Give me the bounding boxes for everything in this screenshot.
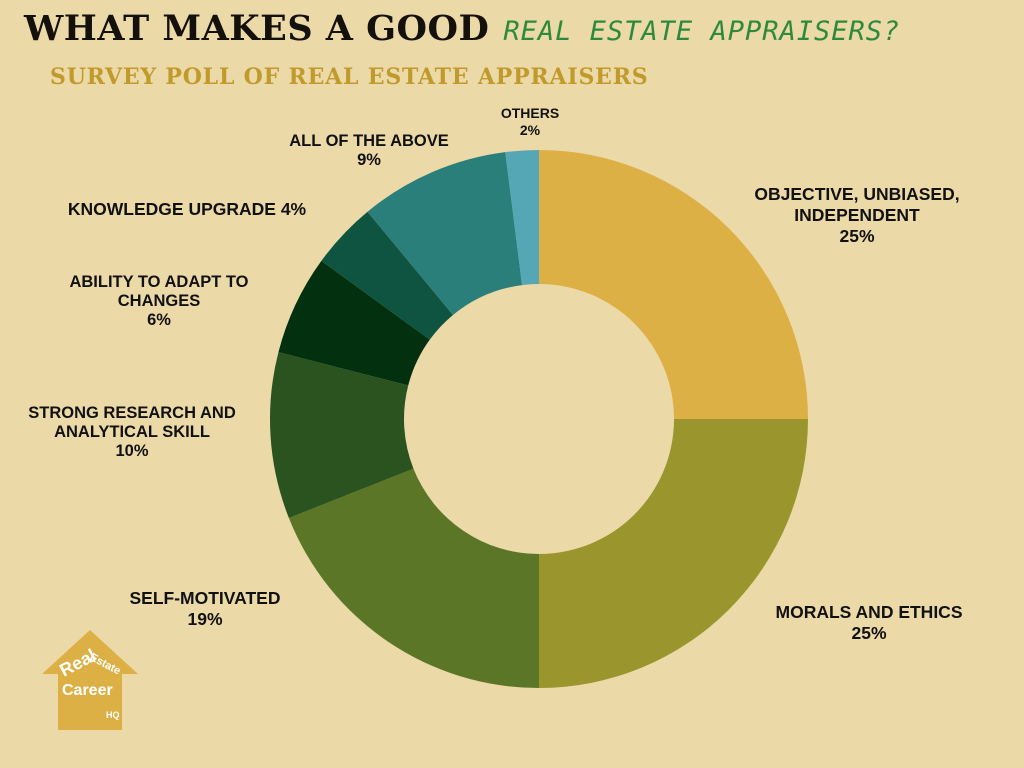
- slice-morals-and-ethics: [539, 419, 808, 688]
- label-adapt-line2: CHANGES: [117, 292, 201, 310]
- page-subtitle: SURVEY POLL OF REAL ESTATE APPRAISERS: [50, 64, 649, 90]
- logo-text-hq: HQ: [106, 710, 120, 720]
- label-others: OTHERS 2%: [482, 105, 578, 139]
- label-objective: OBJECTIVE, UNBIASED, INDEPENDENT 25%: [722, 184, 992, 247]
- logo-text-career: Career: [62, 682, 113, 699]
- label-all-above-line1: ALL OF THE ABOVE: [289, 132, 449, 150]
- label-research: STRONG RESEARCH AND ANALYTICAL SKILL 10%: [4, 404, 260, 461]
- slice-all-of-the-above: [367, 152, 523, 315]
- label-knowledge-line1: KNOWLEDGE UPGRADE 4%: [67, 199, 307, 219]
- label-morals-line1: MORALS AND ETHICS: [775, 602, 963, 622]
- label-objective-line1: OBJECTIVE, UNBIASED,: [754, 184, 960, 204]
- slice-ability-to-adapt-to-changes: [278, 260, 430, 386]
- label-research-line1: STRONG RESEARCH AND: [28, 404, 236, 422]
- slice-strong-research-and-analytical-skill: [270, 352, 414, 519]
- label-all-above-pct: 9%: [357, 151, 381, 169]
- label-self-motivated-pct: 19%: [187, 609, 223, 629]
- label-all-above: ALL OF THE ABOVE 9%: [262, 132, 476, 170]
- real-estate-career-hq-logo: Real Estate Career HQ: [42, 630, 138, 730]
- label-objective-line2: INDEPENDENT: [794, 205, 920, 225]
- slice-objective-unbiased-independent: [539, 150, 808, 419]
- slice-self-motivated: [288, 468, 539, 688]
- slice-others: [505, 150, 539, 286]
- title-row: WHAT MAKES A GOOD REAL ESTATE APPRAISERS…: [24, 8, 900, 64]
- page-title: WHAT MAKES A GOOD: [24, 8, 490, 49]
- label-self-motivated: SELF-MOTIVATED 19%: [100, 588, 310, 630]
- label-research-pct: 10%: [115, 442, 149, 460]
- label-others-line1: OTHERS: [500, 105, 560, 121]
- page-title-accent: REAL ESTATE APPRAISERS?: [503, 16, 901, 47]
- label-others-pct: 2%: [519, 122, 541, 138]
- label-research-line2: ANALYTICAL SKILL: [54, 423, 210, 441]
- logo-house-shape: [42, 630, 138, 730]
- label-self-motivated-line1: SELF-MOTIVATED: [129, 588, 281, 608]
- label-adapt-line1: ABILITY TO ADAPT TO: [69, 273, 249, 291]
- label-adapt-pct: 6%: [147, 311, 171, 329]
- label-knowledge: KNOWLEDGE UPGRADE 4%: [30, 199, 344, 220]
- slice-knowledge-upgrade: [321, 211, 453, 340]
- label-objective-pct: 25%: [839, 226, 875, 246]
- label-morals: MORALS AND ETHICS 25%: [744, 602, 994, 644]
- label-adapt: ABILITY TO ADAPT TO CHANGES 6%: [46, 273, 272, 330]
- label-morals-pct: 25%: [851, 623, 887, 643]
